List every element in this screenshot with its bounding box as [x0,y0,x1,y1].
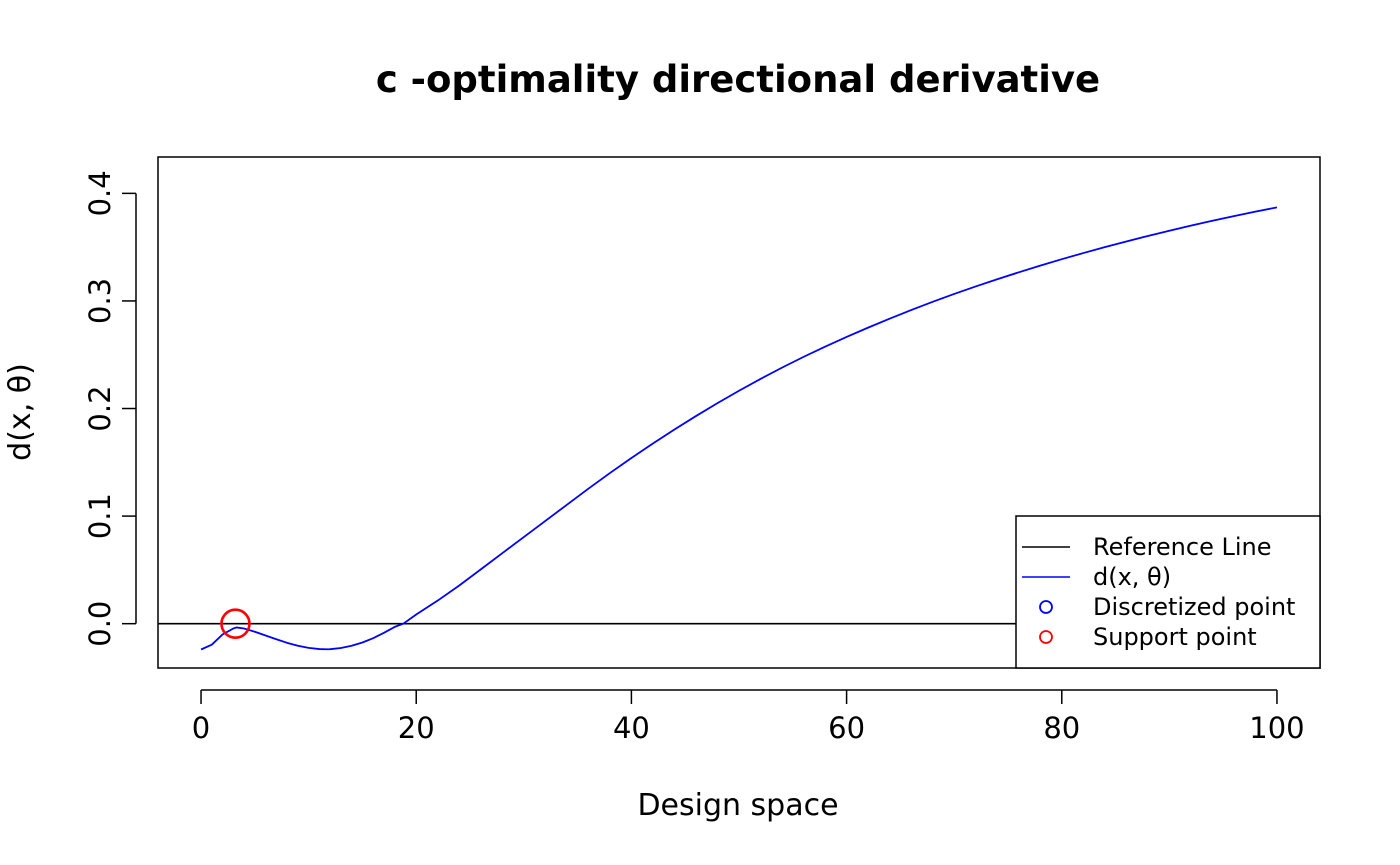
y-tick-label: 0.2 [83,385,117,431]
legend-circle-swatch [1039,630,1053,644]
plot-area-frame [157,156,1321,669]
legend-label: Discretized point [1093,593,1295,621]
legend-label: Reference Line [1093,533,1272,561]
x-tick-label: 0 [192,711,210,745]
x-axis-label: Design space [637,788,838,823]
y-axis-label: d(x, θ) [3,363,38,461]
chart-title: c -optimality directional derivative [376,58,1100,101]
legend-label: d(x, θ) [1093,563,1171,591]
x-tick-label: 20 [398,711,435,745]
y-tick-label: 0.4 [83,170,117,216]
x-axis: 0 20 40 60 80 100 [192,689,1305,745]
derivative-curve [200,206,1278,651]
legend-circle-swatch [1039,600,1053,614]
x-tick-label: 80 [1043,711,1080,745]
x-tick-label: 60 [828,711,865,745]
support-point-marker [220,608,251,639]
x-tick-label: 100 [1249,711,1304,745]
x-tick-label: 40 [613,711,650,745]
y-tick-label: 0.1 [83,493,117,539]
legend-label: Support point [1093,623,1257,651]
y-tick-label: 0.0 [83,601,117,647]
legend-box [1015,515,1321,669]
y-axis: 0.0 0.1 0.2 0.3 0.4 [83,170,137,647]
y-tick-label: 0.3 [83,278,117,324]
